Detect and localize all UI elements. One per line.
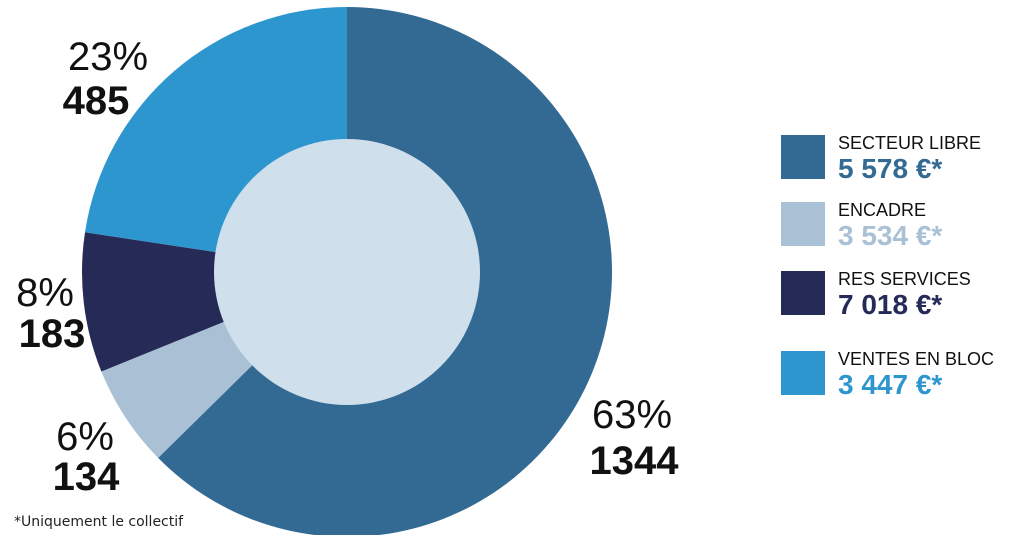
legend-value-res-services: 7 018 €* bbox=[838, 289, 943, 320]
slice-label-count-res-services: 183 bbox=[19, 312, 86, 356]
legend-item-ventes-en-bloc: VENTES EN BLOC 3 447 €* bbox=[781, 349, 1031, 400]
legend-label-ventes-en-bloc: VENTES EN BLOC bbox=[838, 349, 995, 369]
legend-value-secteur-libre: 5 578 €* bbox=[838, 153, 943, 184]
slice-label-percent-ventes-en-bloc: 23% bbox=[68, 35, 148, 79]
slice-label-count-ventes-en-bloc: 485 bbox=[63, 79, 130, 123]
legend-label-secteur-libre: SECTEUR LIBRE bbox=[838, 133, 982, 153]
donut-center bbox=[214, 139, 480, 405]
footnote: *Uniquement le collectif bbox=[14, 514, 184, 530]
legend-value-encadre: 3 534 €* bbox=[838, 220, 943, 251]
legend-item-encadre: ENCADRE 3 534 €* bbox=[781, 200, 1031, 251]
legend-label-res-services: RES SERVICES bbox=[838, 269, 971, 289]
legend-swatch-encadre bbox=[781, 202, 825, 246]
legend-swatch-secteur-libre bbox=[781, 135, 825, 179]
slice-label-count-encadre: 134 bbox=[53, 455, 120, 499]
slice-label-percent-res-services: 8% bbox=[16, 271, 74, 315]
legend-value-ventes-en-bloc: 3 447 €* bbox=[838, 369, 943, 400]
legend-item-secteur-libre: SECTEUR LIBRE 5 578 €* bbox=[781, 133, 1031, 184]
slice-label-percent-secteur-libre: 63% bbox=[592, 393, 672, 437]
legend-item-res-services: RES SERVICES 7 018 €* bbox=[781, 269, 1031, 320]
legend-swatch-res-services bbox=[781, 271, 825, 315]
slice-label-percent-encadre: 6% bbox=[56, 415, 114, 459]
legend-swatch-ventes-en-bloc bbox=[781, 351, 825, 395]
legend-label-encadre: ENCADRE bbox=[838, 200, 927, 220]
slice-label-count-secteur-libre: 1344 bbox=[590, 439, 680, 483]
